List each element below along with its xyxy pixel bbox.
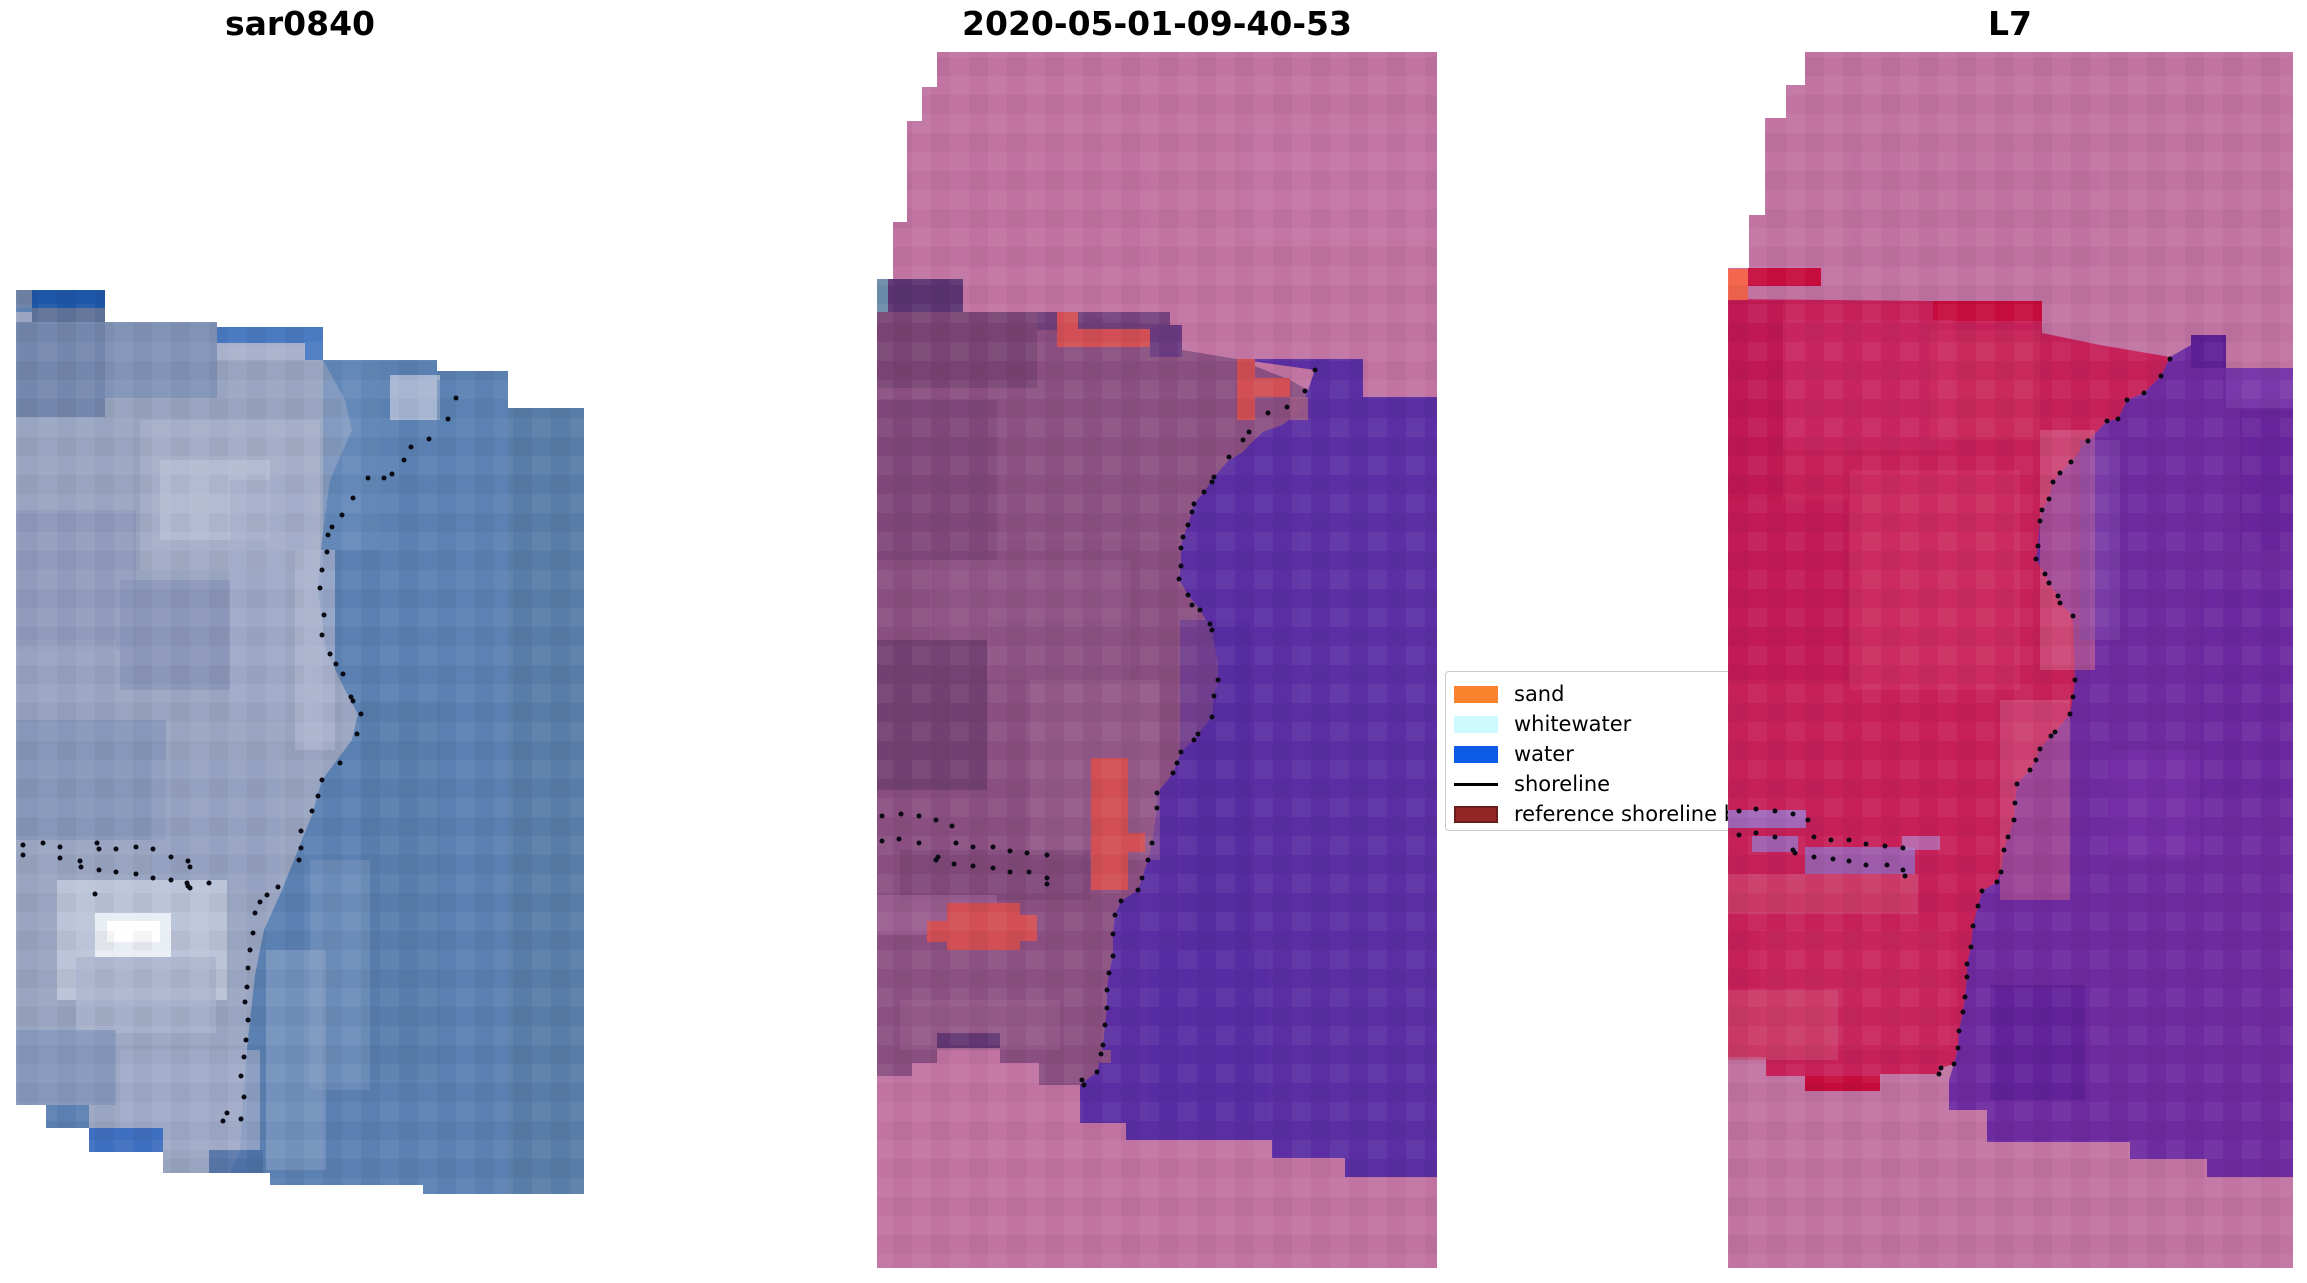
legend-color-swatch xyxy=(1454,685,1498,703)
legend-item-reference-shoreline-b: reference shoreline b xyxy=(1454,799,1744,829)
panel-pixels xyxy=(877,52,1437,1268)
panel-image-s2-classified xyxy=(877,52,1437,1268)
shoreline-dots xyxy=(1736,356,2173,1077)
panel-title-sar0840: sar0840 xyxy=(224,4,376,43)
legend-label: reference shoreline b xyxy=(1514,802,1738,826)
legend-color-swatch xyxy=(1454,715,1498,733)
shoreline-dots xyxy=(879,367,1318,1088)
legend-color-swatch xyxy=(1454,745,1498,763)
panel-title-s2-date: 2020-05-01-09-40-53 xyxy=(962,4,1352,43)
legend-label: water xyxy=(1514,742,1574,766)
panel-pixels xyxy=(16,290,584,1194)
legend-item-shoreline: shoreline xyxy=(1454,769,1744,799)
legend-item-water: water xyxy=(1454,739,1744,769)
panel-pixels xyxy=(1728,52,2293,1268)
legend-label: shoreline xyxy=(1514,772,1611,796)
panel-image-sar0840 xyxy=(16,290,584,1194)
legend-color-swatch xyxy=(1454,805,1498,823)
legend-line-swatch xyxy=(1454,782,1498,786)
shoreline-dots xyxy=(20,395,459,1124)
panel-image-l7-classified xyxy=(1728,52,2293,1268)
legend-item-whitewater: whitewater xyxy=(1454,709,1744,739)
panel-title-l7: L7 xyxy=(1988,4,2032,43)
legend-label: sand xyxy=(1514,682,1565,706)
legend-box: sand whitewater water shoreline reference sh… xyxy=(1445,671,1745,831)
legend-label: whitewater xyxy=(1514,712,1632,736)
legend-item-sand: sand xyxy=(1454,679,1744,709)
